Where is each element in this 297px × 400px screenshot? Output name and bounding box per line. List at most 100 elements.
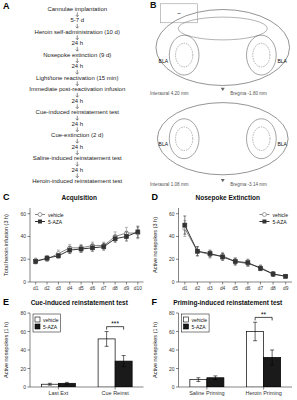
flow-step: Heroin self-administration (10 d) — [35, 29, 120, 35]
injection-site — [253, 127, 270, 151]
y-tick — [28, 313, 31, 314]
series-line — [185, 225, 286, 276]
flow-arrow-shaft — [77, 70, 78, 74]
flow-step: Light/tone reactivation (15 min) — [36, 75, 118, 81]
flow-arrow — [76, 58, 79, 62]
panel-letter: E — [3, 297, 9, 307]
chart-title: Cue-induced reinstatement test — [31, 299, 129, 306]
y-tick-label: 0 — [172, 384, 175, 390]
flow-arrow — [76, 150, 79, 154]
flow-arrow-shaft — [77, 139, 78, 143]
error-bar — [80, 246, 83, 253]
chart-title: Acquisition — [62, 194, 97, 202]
coordinate-label: Bregma -3.14 mm — [230, 182, 267, 187]
flow-arrow — [76, 70, 79, 74]
x-tick — [92, 282, 93, 285]
error-cap — [57, 250, 60, 251]
y-tick-label: 40 — [20, 233, 26, 239]
flow-arrow-shaft — [77, 116, 78, 120]
bla-region — [169, 119, 199, 159]
data-point — [258, 266, 262, 270]
legend-label: vehicle — [48, 212, 64, 218]
x-tick — [115, 282, 116, 285]
x-tick-label: d6 — [90, 286, 96, 291]
error-bar — [221, 254, 224, 261]
flow-step: 24 h — [71, 144, 83, 150]
flow-arrow — [76, 81, 79, 85]
y-tick-label: 60 — [20, 211, 26, 217]
error-bar — [91, 242, 94, 249]
data-point — [195, 249, 199, 253]
y-tick — [176, 282, 179, 283]
x-tick — [222, 282, 223, 285]
flow-arrow-shaft — [77, 173, 78, 177]
error-bar — [253, 322, 257, 341]
x-tick — [58, 282, 59, 285]
error-bar — [259, 266, 262, 271]
y-axis-label: Active nosepokes (3 h) — [152, 217, 158, 273]
error-bar — [270, 350, 274, 365]
y-tick-label: 20 — [169, 256, 175, 262]
flow-arrow — [76, 47, 79, 51]
error-cap — [196, 246, 199, 247]
flow-arrow — [76, 162, 79, 166]
error-cap — [183, 234, 186, 235]
error-bar — [234, 258, 237, 265]
midline-marker — [221, 88, 225, 91]
x-tick — [81, 282, 82, 285]
y-tick-label: 60 — [20, 329, 26, 335]
brain-outline — [156, 10, 290, 86]
inset-label: ~ — [177, 10, 181, 16]
x-tick — [260, 282, 261, 285]
flow-arrow — [76, 35, 79, 39]
error-cap — [196, 377, 200, 378]
data-point — [233, 260, 237, 264]
x-tick — [235, 282, 236, 285]
legend: vehicle5-AZA — [35, 212, 64, 225]
error-cap — [196, 255, 199, 256]
y-tick — [28, 213, 31, 214]
y-tick-label: 60 — [169, 329, 175, 335]
flow-arrow — [76, 93, 79, 97]
x-tick-label: d7 — [101, 286, 107, 291]
bar — [58, 383, 75, 387]
bar-chart: ECue-induced reinstatement testActive no… — [3, 297, 144, 396]
error-cap — [102, 243, 105, 244]
series — [207, 350, 281, 387]
flow-arrow — [76, 116, 79, 120]
error-cap — [68, 246, 71, 247]
flow-arrow-shaft — [77, 150, 78, 154]
legend-swatch — [35, 317, 40, 322]
flow-arrow — [76, 24, 79, 28]
error-cap — [270, 350, 274, 351]
y-tick — [28, 282, 31, 283]
x-tick — [273, 282, 274, 285]
series — [34, 226, 140, 264]
chart-title: Nosepoke Extinction — [196, 194, 260, 202]
error-cap — [221, 252, 224, 253]
error-bar — [68, 244, 71, 251]
error-cap — [125, 241, 128, 242]
error-bar — [102, 242, 105, 249]
error-bar — [34, 259, 37, 264]
data-point — [45, 256, 49, 260]
line-chart: DNosepoke ExtinctionActive nosepokes (3 … — [152, 192, 293, 291]
error-stem — [123, 356, 124, 367]
error-cap — [122, 355, 126, 356]
legend-label: vehicle — [43, 317, 59, 323]
plot-marks — [183, 216, 288, 278]
injection-site — [176, 127, 193, 151]
error-bar — [221, 252, 224, 259]
legend-swatch — [184, 324, 189, 329]
flow-step: Cue-extinction (2 d) — [51, 132, 103, 138]
error-cap — [114, 231, 117, 232]
legend-marker — [38, 220, 42, 224]
y-tick-label: 40 — [20, 347, 26, 353]
y-tick — [176, 350, 179, 351]
flow-panel: ACannulae implantation5-7 dHeroin self-a… — [3, 1, 125, 184]
y-tick-label: 0 — [23, 279, 26, 285]
flow-step: Cue-induced reinstatement test — [36, 109, 120, 115]
injection-site — [253, 43, 270, 67]
x-tick-label: d9 — [124, 286, 130, 291]
x-tick-label: Heroin Priming — [245, 390, 281, 396]
